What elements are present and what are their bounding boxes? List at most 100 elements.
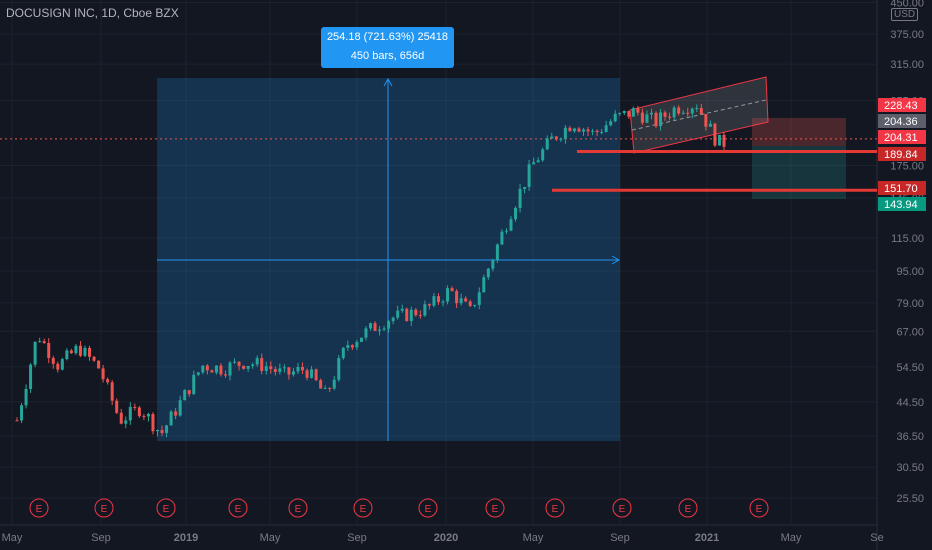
candle-body bbox=[387, 321, 391, 329]
candle-body bbox=[704, 114, 708, 127]
candle-body bbox=[514, 207, 518, 220]
grid bbox=[0, 0, 878, 550]
earnings-marker-label: E bbox=[492, 504, 499, 515]
earnings-marker[interactable] bbox=[749, 498, 769, 518]
candle-body bbox=[165, 425, 169, 434]
candle-body bbox=[65, 350, 69, 360]
earnings-marker[interactable] bbox=[353, 498, 373, 518]
candle-body bbox=[504, 230, 508, 232]
candle-body bbox=[464, 298, 468, 302]
earnings-marker-label: E bbox=[101, 504, 108, 515]
y-tick-label: 115.00 bbox=[891, 233, 924, 245]
candle-body bbox=[649, 112, 653, 115]
candle-body bbox=[373, 323, 377, 331]
candle-body bbox=[409, 309, 413, 322]
measure-change-label: 254.18 (721.63%) 25418 bbox=[326, 31, 449, 43]
x-tick-label: 2019 bbox=[174, 532, 198, 544]
drawings-layer[interactable] bbox=[0, 76, 877, 199]
earnings-marker[interactable] bbox=[678, 498, 698, 518]
candle-body bbox=[391, 317, 395, 322]
y-tick-label: 36.50 bbox=[896, 431, 924, 443]
candle-body bbox=[233, 361, 237, 363]
earnings-marker[interactable] bbox=[545, 498, 565, 518]
candle-body bbox=[251, 364, 255, 366]
candle-body bbox=[355, 341, 359, 348]
candle-body bbox=[636, 108, 640, 113]
candle-body bbox=[396, 310, 400, 318]
candle-body bbox=[296, 366, 300, 372]
y-axis[interactable]: 25.50 30.50 36.50 44.50 54.50 67.00 79.00 95.00… bbox=[878, 0, 926, 505]
earnings-marker-label: E bbox=[360, 504, 367, 515]
earnings-marker-label: E bbox=[295, 504, 302, 515]
candle-body bbox=[151, 414, 155, 432]
price-label: 204.36 bbox=[884, 116, 918, 128]
candle-body bbox=[645, 114, 649, 123]
candle-body bbox=[450, 288, 454, 292]
earnings-marker-label: E bbox=[36, 504, 43, 515]
candle-body bbox=[713, 123, 717, 146]
candle-body bbox=[491, 259, 495, 269]
x-tick-label: Sep bbox=[610, 532, 630, 544]
candle-body bbox=[600, 131, 604, 133]
ascending-channel[interactable] bbox=[629, 76, 769, 154]
currency-badge[interactable]: USD bbox=[891, 8, 919, 21]
candle-body bbox=[359, 337, 363, 342]
candle-body bbox=[681, 112, 685, 114]
candle-body bbox=[604, 125, 608, 132]
candles bbox=[15, 103, 726, 438]
y-tick-label: 54.50 bbox=[896, 362, 924, 374]
measure-arrowhead-up bbox=[383, 77, 393, 87]
candle-body bbox=[427, 304, 431, 306]
candle-body bbox=[559, 138, 563, 140]
candle-body bbox=[690, 108, 694, 114]
candle-body bbox=[60, 359, 64, 370]
candle-body bbox=[174, 411, 178, 416]
candle-body bbox=[133, 406, 137, 408]
candle-body bbox=[20, 405, 24, 421]
earnings-marker[interactable] bbox=[228, 498, 248, 518]
candle-body bbox=[378, 329, 382, 331]
earnings-marker[interactable] bbox=[612, 498, 632, 518]
candle-body bbox=[24, 388, 28, 406]
candle-body bbox=[282, 367, 286, 369]
earnings-marker[interactable] bbox=[485, 498, 505, 518]
price-label: 204.31 bbox=[884, 132, 918, 144]
earnings-marker[interactable] bbox=[288, 498, 308, 518]
earnings-marker-label: E bbox=[685, 504, 692, 515]
earnings-marker-label: E bbox=[619, 504, 626, 515]
candle-body bbox=[214, 365, 218, 373]
earnings-marker[interactable] bbox=[29, 498, 49, 518]
candle-body bbox=[301, 366, 305, 371]
earnings-marker[interactable] bbox=[156, 498, 176, 518]
candle-body bbox=[38, 341, 42, 343]
candle-body bbox=[15, 420, 19, 422]
candle-body bbox=[264, 366, 268, 371]
candle-body bbox=[473, 304, 477, 306]
earnings-marker-label: E bbox=[756, 504, 763, 515]
candle-body bbox=[486, 268, 490, 278]
candle-body bbox=[278, 368, 282, 372]
stop-loss-zone[interactable] bbox=[752, 118, 846, 146]
price-label-bg bbox=[878, 130, 926, 144]
candle-body bbox=[609, 121, 613, 126]
candle-body bbox=[160, 429, 164, 434]
earnings-marker[interactable] bbox=[94, 498, 114, 518]
candle-body bbox=[405, 308, 409, 322]
candle-body bbox=[332, 379, 336, 389]
price-label: 189.84 bbox=[884, 149, 918, 161]
candle-body bbox=[210, 370, 214, 373]
candle-body bbox=[287, 367, 291, 375]
candle-body bbox=[92, 356, 96, 361]
candle-body bbox=[627, 110, 631, 117]
candle-body bbox=[368, 323, 372, 329]
earnings-marker[interactable] bbox=[418, 498, 438, 518]
candle-body bbox=[169, 411, 173, 426]
candle-body bbox=[659, 112, 663, 127]
candle-body bbox=[110, 382, 114, 401]
measure-tool-zone[interactable] bbox=[157, 77, 621, 441]
x-axis: May Sep 2019 May Sep 2020 May Sep 2021 May Se bbox=[2, 532, 884, 544]
y-tick-label: 315.00 bbox=[890, 59, 924, 71]
candle-body bbox=[446, 288, 450, 302]
